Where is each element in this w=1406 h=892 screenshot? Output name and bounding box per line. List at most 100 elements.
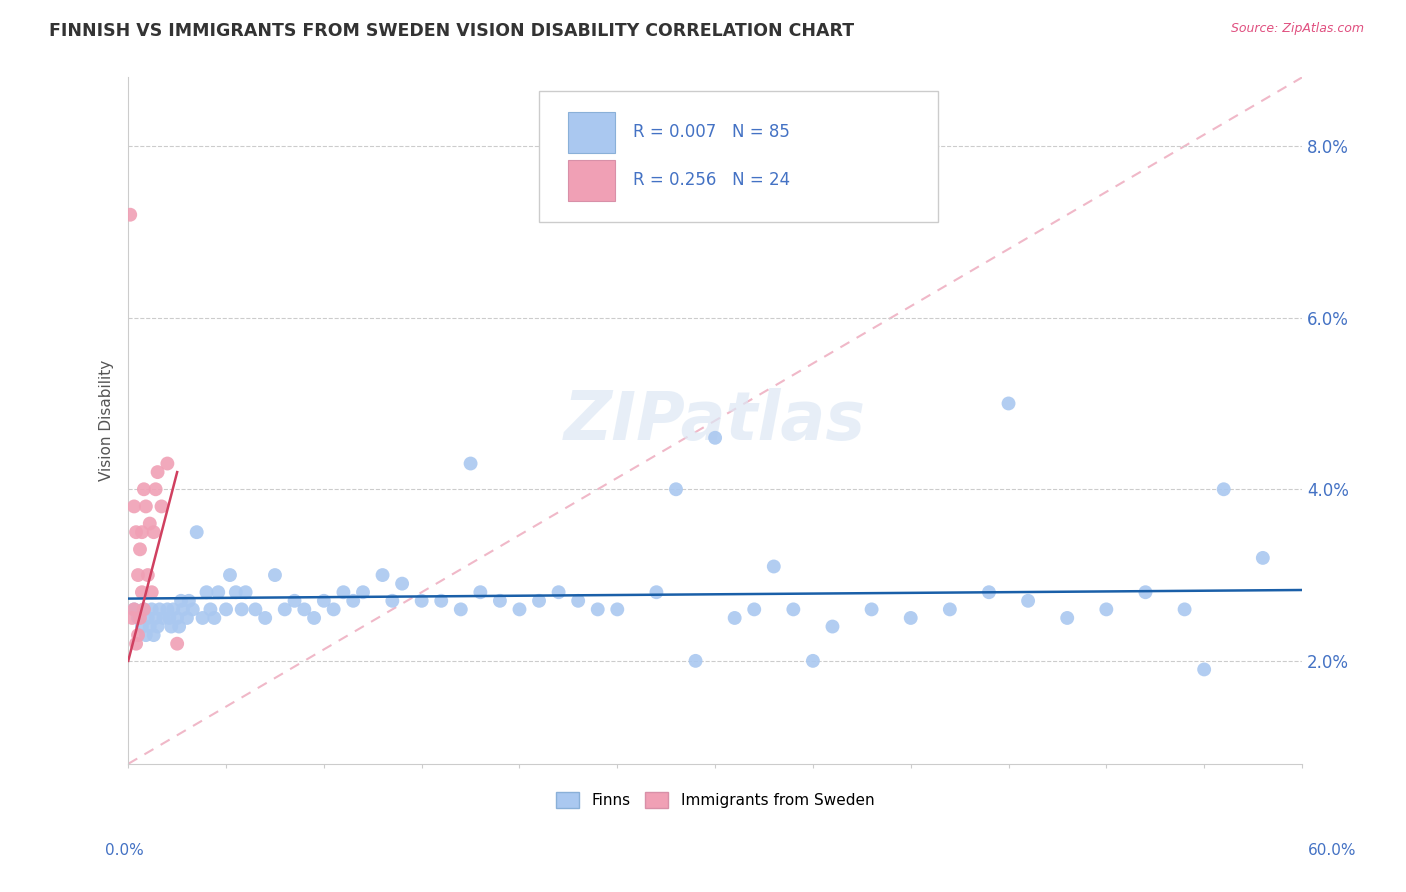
Point	[139, 516, 162, 531]
Text: R = 0.007   N = 85: R = 0.007 N = 85	[633, 123, 790, 141]
Point	[135, 628, 157, 642]
Point	[547, 585, 569, 599]
Point	[782, 602, 804, 616]
Point	[162, 602, 184, 616]
Point	[527, 594, 550, 608]
Point	[156, 457, 179, 471]
Point	[120, 208, 142, 222]
Point	[129, 542, 152, 557]
Point	[801, 654, 824, 668]
Point	[125, 637, 148, 651]
Point	[371, 568, 394, 582]
Point	[135, 500, 157, 514]
Point	[1095, 602, 1118, 616]
Point	[127, 611, 149, 625]
Point	[215, 602, 238, 616]
Point	[302, 611, 325, 625]
Point	[127, 628, 149, 642]
Point	[132, 483, 155, 497]
Text: ZIPatlas: ZIPatlas	[564, 388, 866, 454]
Text: 60.0%: 60.0%	[1309, 843, 1357, 858]
Point	[142, 525, 165, 540]
Point	[567, 594, 589, 608]
Point	[586, 602, 609, 616]
Legend: Finns, Immigrants from Sweden: Finns, Immigrants from Sweden	[550, 787, 880, 814]
Point	[381, 594, 404, 608]
Text: R = 0.256   N = 24: R = 0.256 N = 24	[633, 171, 790, 189]
Point	[1251, 550, 1274, 565]
Point	[125, 525, 148, 540]
Point	[132, 602, 155, 616]
Point	[606, 602, 628, 616]
Point	[202, 611, 225, 625]
Point	[352, 585, 374, 599]
Point	[821, 619, 844, 633]
Point	[508, 602, 530, 616]
Point	[411, 594, 433, 608]
Text: FINNISH VS IMMIGRANTS FROM SWEDEN VISION DISABILITY CORRELATION CHART: FINNISH VS IMMIGRANTS FROM SWEDEN VISION…	[49, 22, 855, 40]
Point	[186, 525, 208, 540]
Point	[322, 602, 344, 616]
Point	[156, 602, 179, 616]
Point	[207, 585, 229, 599]
Text: 0.0%: 0.0%	[105, 843, 145, 858]
Point	[195, 585, 218, 599]
Point	[997, 396, 1019, 410]
Point	[129, 611, 152, 625]
Point	[704, 431, 727, 445]
Point	[685, 654, 707, 668]
Point	[231, 602, 253, 616]
Point	[742, 602, 765, 616]
Point	[127, 568, 149, 582]
Point	[172, 602, 194, 616]
Point	[274, 602, 297, 616]
Point	[235, 585, 257, 599]
Point	[142, 628, 165, 642]
Point	[132, 602, 155, 616]
Point	[157, 611, 180, 625]
Point	[1174, 602, 1197, 616]
Point	[762, 559, 785, 574]
Point	[645, 585, 668, 599]
Point	[342, 594, 364, 608]
Point	[391, 576, 413, 591]
Point	[122, 602, 145, 616]
Point	[166, 611, 188, 625]
Point	[177, 594, 200, 608]
FancyBboxPatch shape	[538, 91, 938, 221]
Point	[219, 568, 242, 582]
Point	[166, 637, 188, 651]
Point	[131, 585, 153, 599]
Point	[1135, 585, 1157, 599]
Point	[146, 619, 169, 633]
Point	[145, 611, 167, 625]
Point	[121, 611, 143, 625]
Point	[145, 483, 167, 497]
Point	[136, 568, 159, 582]
Point	[146, 465, 169, 479]
Y-axis label: Vision Disability: Vision Disability	[100, 360, 114, 482]
Point	[141, 602, 163, 616]
Point	[191, 611, 214, 625]
Point	[312, 594, 335, 608]
Point	[141, 585, 163, 599]
Point	[665, 483, 688, 497]
Point	[131, 525, 153, 540]
Point	[939, 602, 962, 616]
Point	[1056, 611, 1078, 625]
Point	[150, 500, 173, 514]
Bar	[568, 112, 616, 153]
Point	[167, 619, 190, 633]
Point	[460, 457, 482, 471]
Point	[977, 585, 1000, 599]
Point	[332, 585, 354, 599]
Point	[724, 611, 747, 625]
Point	[200, 602, 222, 616]
Point	[1017, 594, 1039, 608]
Point	[152, 611, 174, 625]
Point	[450, 602, 472, 616]
Bar	[568, 160, 616, 201]
Point	[1192, 662, 1215, 676]
Point	[245, 602, 267, 616]
Point	[139, 619, 162, 633]
